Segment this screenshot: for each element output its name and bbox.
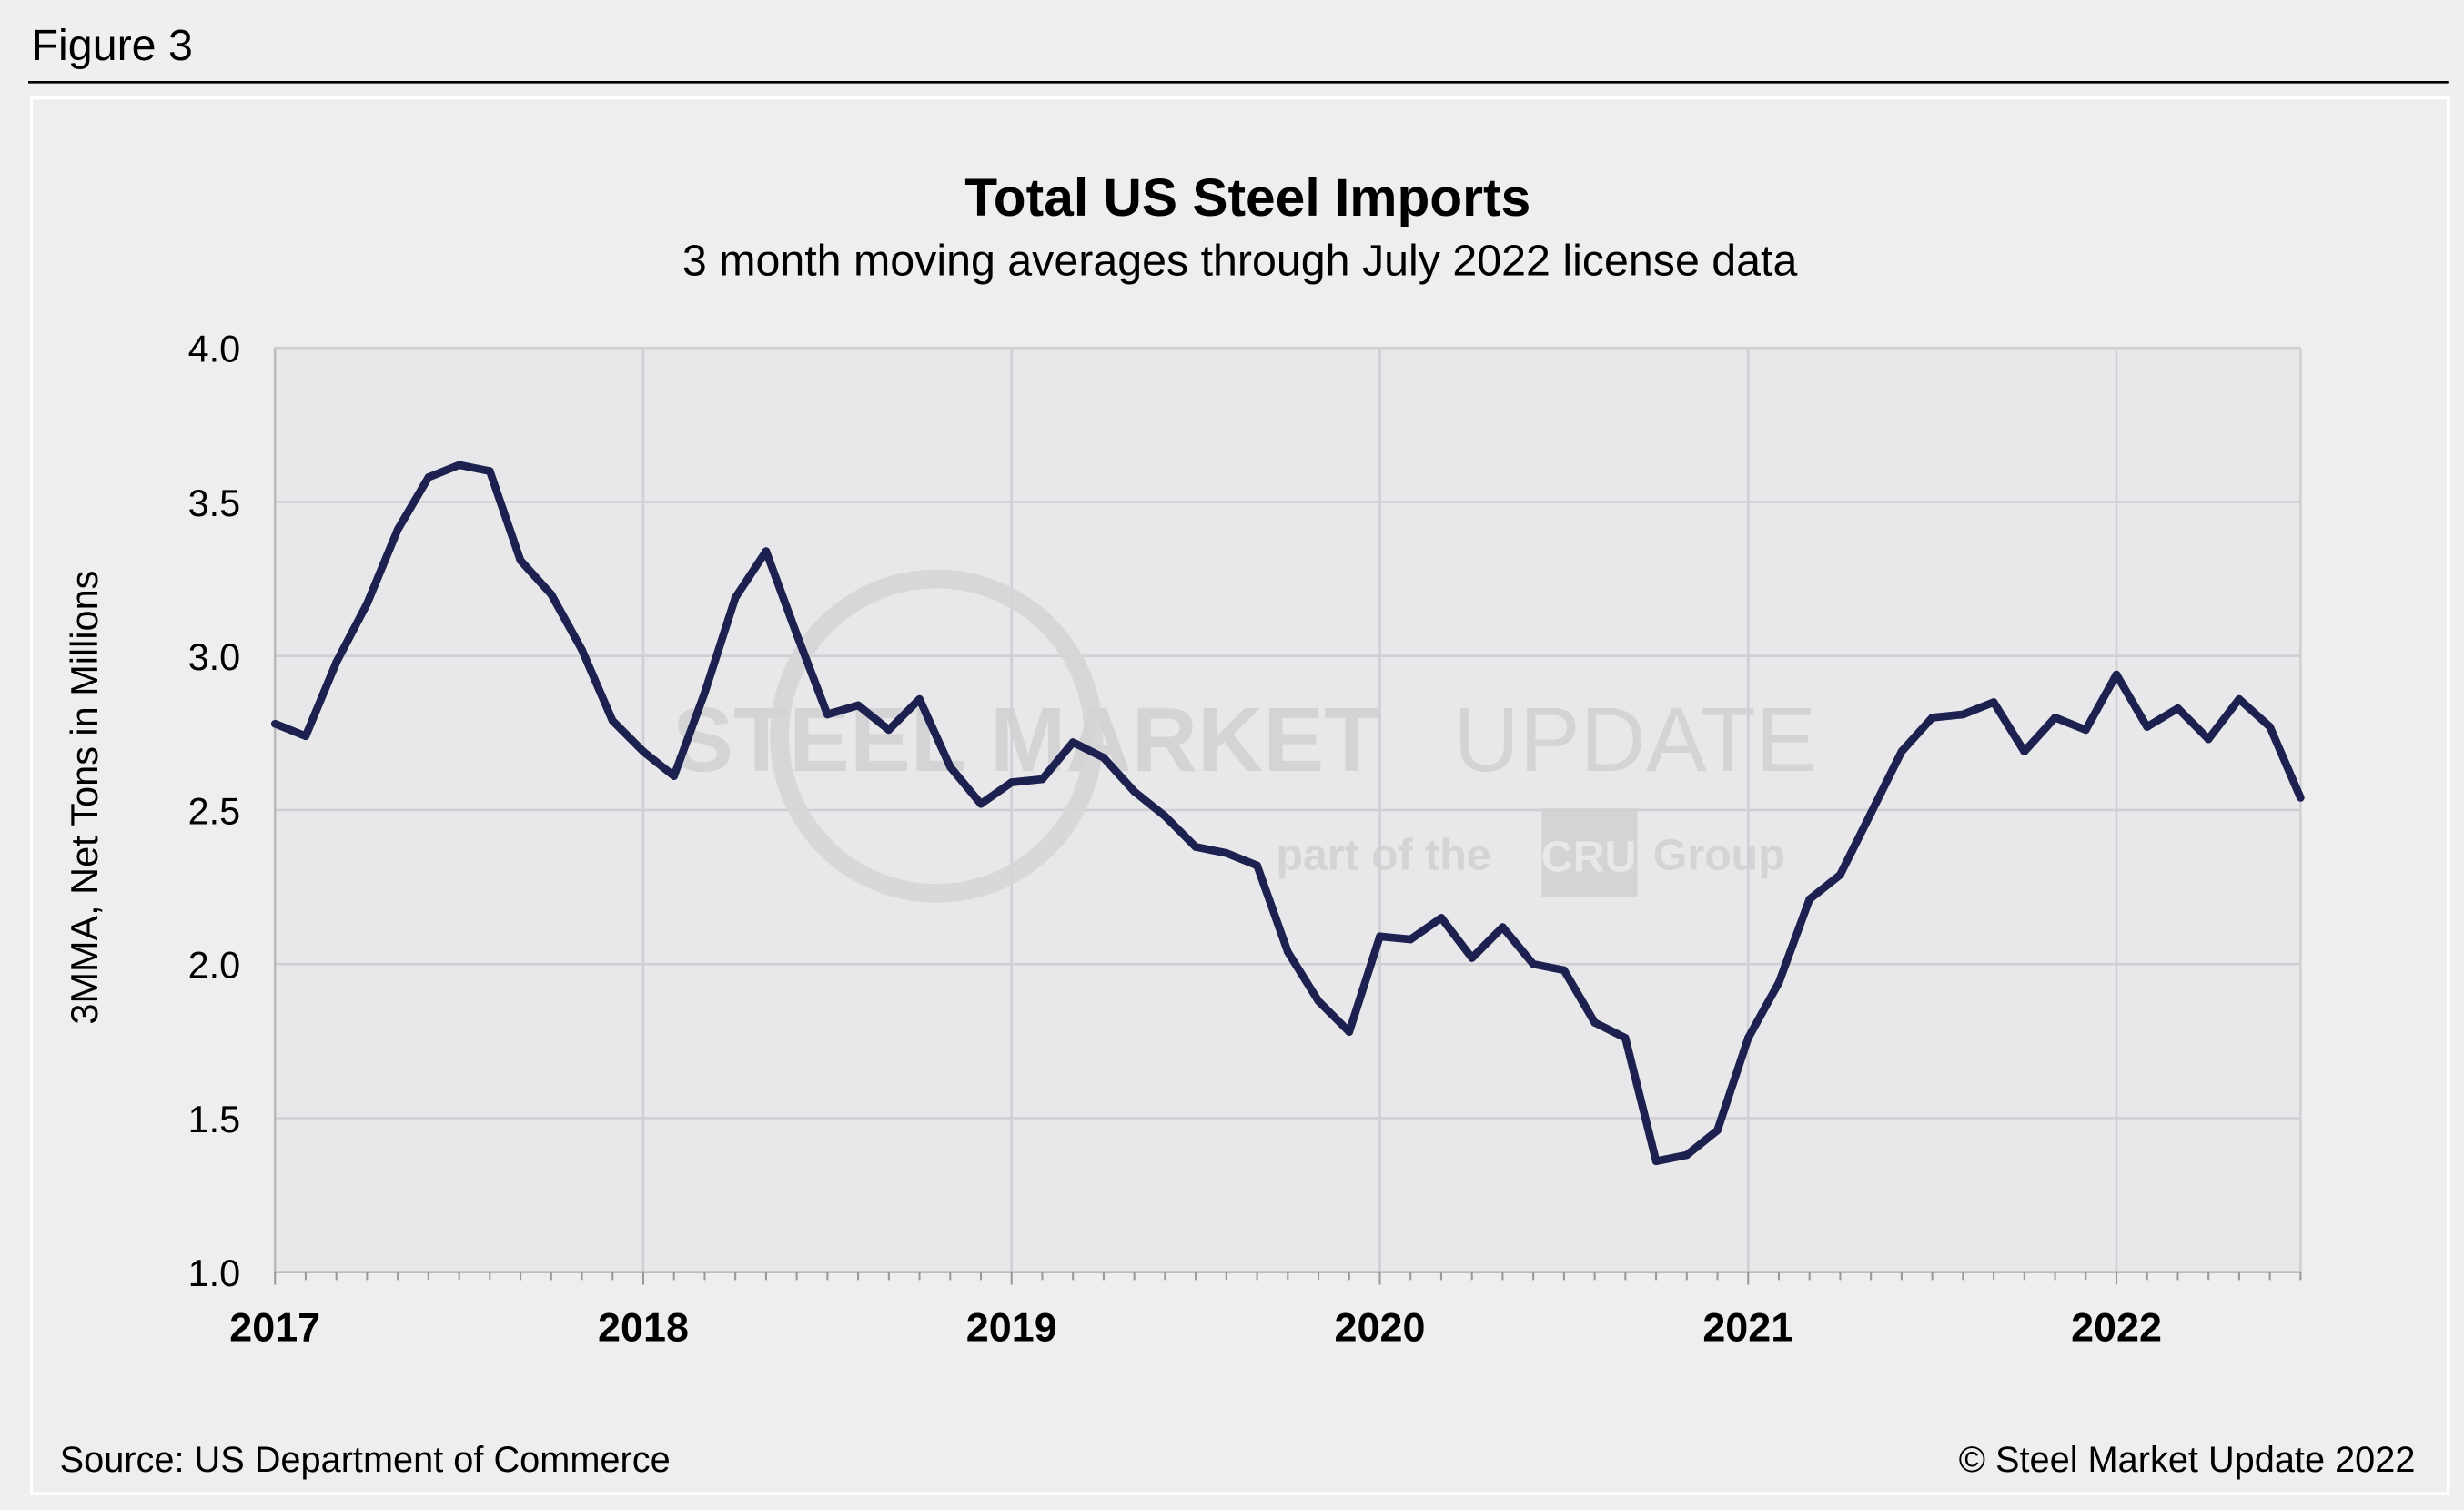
data-point bbox=[2020, 747, 2029, 755]
data-point bbox=[2266, 723, 2274, 731]
watermark-group: Group bbox=[1653, 831, 1785, 880]
watermark-bold: STEEL MARKET bbox=[672, 689, 1379, 791]
data-point bbox=[1651, 1157, 1661, 1166]
data-point bbox=[1989, 698, 1998, 706]
figure-label: Figure 3 bbox=[32, 21, 193, 70]
data-point bbox=[2297, 794, 2305, 802]
chart-subtitle: 3 month moving averages through July 202… bbox=[682, 237, 1798, 286]
chart-title: Total US Steel Imports bbox=[964, 168, 1530, 228]
y-axis-label: 3MMA, Net Tons in Millions bbox=[63, 571, 106, 1025]
data-point bbox=[1866, 809, 1875, 817]
data-point bbox=[2051, 714, 2059, 722]
data-point bbox=[1161, 812, 1169, 821]
gridlines bbox=[273, 346, 2302, 1273]
y-tick-label: 3.0 bbox=[188, 635, 241, 678]
data-point bbox=[670, 772, 679, 781]
copyright-note: © Steel Market Update 2022 bbox=[1959, 1440, 2416, 1480]
data-point bbox=[1590, 1018, 1599, 1027]
data-point bbox=[547, 590, 556, 599]
axes: 1.0 1.5 2.0 2.5 3.0 3.5 4.0 2017 2018 2019 2020 202… bbox=[188, 328, 2302, 1351]
data-point bbox=[1007, 778, 1016, 786]
data-point bbox=[270, 719, 279, 728]
data-point bbox=[1836, 870, 1844, 879]
data-points bbox=[270, 461, 2305, 1166]
watermark-ring bbox=[770, 569, 1104, 903]
data-point bbox=[853, 701, 863, 710]
data-point bbox=[1314, 997, 1323, 1006]
data-point bbox=[578, 645, 586, 654]
data-point bbox=[1376, 932, 1384, 941]
data-point bbox=[1774, 978, 1783, 987]
data-point bbox=[1499, 923, 1507, 931]
y-tick-label: 3.5 bbox=[188, 481, 241, 524]
y-tick-label: 2.0 bbox=[188, 944, 241, 987]
data-point bbox=[1253, 861, 1261, 870]
data-point bbox=[486, 467, 494, 475]
data-point bbox=[1928, 714, 1936, 722]
data-point bbox=[1222, 849, 1231, 857]
data-point bbox=[2081, 725, 2090, 735]
data-point bbox=[1529, 959, 1538, 968]
data-point bbox=[823, 710, 832, 719]
data-point bbox=[1437, 914, 1446, 922]
y-tick-label: 2.5 bbox=[188, 789, 241, 832]
data-point bbox=[1713, 1126, 1722, 1135]
x-tick-label: 2021 bbox=[1702, 1304, 1793, 1351]
data-point bbox=[2112, 670, 2121, 679]
source-note: Source: US Department of Commerce bbox=[60, 1440, 671, 1480]
data-point bbox=[2204, 735, 2213, 744]
data-point bbox=[976, 799, 985, 808]
data-point bbox=[455, 461, 463, 470]
watermark-light: UPDATE bbox=[1454, 689, 1817, 791]
data-point bbox=[1099, 754, 1108, 762]
x-tick-label: 2019 bbox=[966, 1304, 1057, 1351]
x-tick-label: 2022 bbox=[2071, 1304, 2162, 1351]
data-point bbox=[731, 593, 740, 602]
data-point bbox=[1682, 1150, 1691, 1160]
data-point bbox=[1560, 966, 1569, 975]
data-point bbox=[1283, 948, 1292, 956]
x-tick-label: 2020 bbox=[1335, 1304, 1426, 1351]
y-tick-label: 4.0 bbox=[188, 328, 241, 370]
data-point bbox=[1038, 775, 1046, 784]
x-tick-label: 2017 bbox=[229, 1304, 320, 1351]
data-point bbox=[793, 630, 801, 639]
data-point bbox=[1345, 1028, 1354, 1036]
data-point bbox=[945, 763, 954, 771]
data-point bbox=[1621, 1034, 1630, 1042]
data-point bbox=[1468, 954, 1477, 962]
y-tick-label: 1.0 bbox=[188, 1252, 241, 1294]
watermark-cru: CRU bbox=[1541, 832, 1637, 881]
data-point bbox=[915, 694, 924, 704]
data-point bbox=[1191, 843, 1200, 851]
data-point bbox=[424, 473, 433, 481]
data-point bbox=[1959, 710, 1967, 719]
data-point bbox=[2174, 704, 2182, 713]
data-point bbox=[332, 658, 341, 666]
data-point bbox=[1130, 787, 1138, 796]
data-point bbox=[2235, 694, 2244, 704]
data-point bbox=[884, 725, 894, 735]
data-point bbox=[639, 747, 648, 755]
data-point bbox=[1068, 738, 1077, 746]
data-point bbox=[393, 525, 402, 534]
y-tick-label: 1.5 bbox=[188, 1098, 241, 1140]
data-point bbox=[701, 688, 709, 697]
data-point bbox=[516, 556, 525, 565]
data-point bbox=[1743, 1034, 1752, 1042]
watermark-cru-box bbox=[1541, 808, 1638, 897]
data-point bbox=[1805, 895, 1814, 904]
data-point bbox=[301, 732, 310, 741]
x-tick-label: 2018 bbox=[598, 1304, 689, 1351]
data-point bbox=[1406, 935, 1415, 944]
data-point bbox=[608, 716, 617, 725]
data-point bbox=[1897, 747, 1906, 755]
data-point bbox=[762, 547, 771, 555]
watermark-logo: STEEL MARKET UPDATE part of the CRU Grou… bbox=[672, 569, 1817, 903]
data-point bbox=[363, 599, 371, 608]
data-point bbox=[2143, 723, 2152, 731]
watermark-part: part of the bbox=[1276, 831, 1490, 880]
